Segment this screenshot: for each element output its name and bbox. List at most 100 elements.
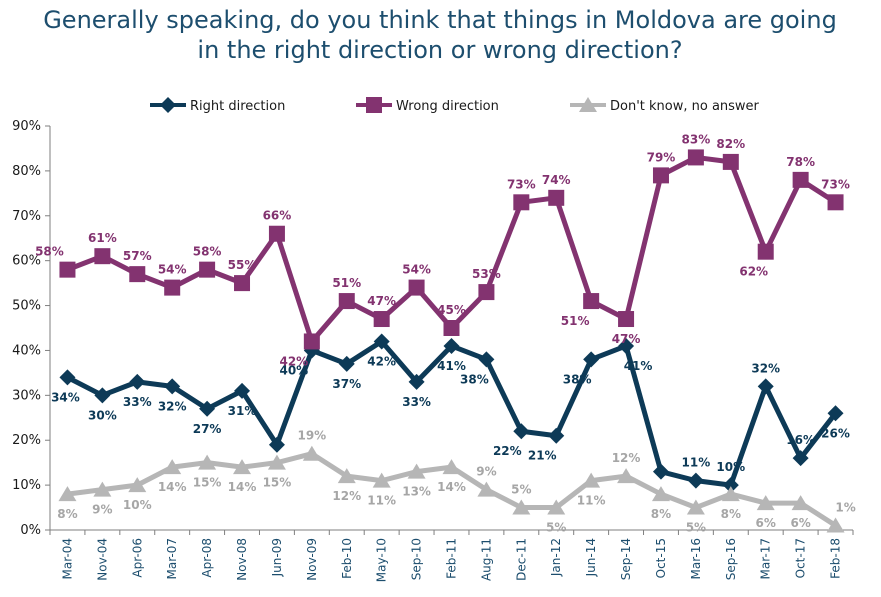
data-point (94, 248, 111, 265)
data-point (408, 279, 425, 296)
data-point (547, 499, 566, 515)
data-label: 9% (92, 503, 112, 517)
data-point (164, 378, 181, 395)
x-tick-label: Mar-04 (60, 538, 74, 579)
data-point (722, 477, 739, 494)
data-point (93, 481, 112, 497)
data-point (548, 427, 565, 444)
data-point (513, 194, 530, 211)
data-label: 51% (561, 314, 590, 328)
data-point (128, 477, 147, 493)
data-point (756, 495, 775, 511)
x-tick-label: Feb-10 (340, 538, 354, 579)
data-label: 6% (756, 516, 776, 530)
data-label: 41% (437, 359, 466, 373)
data-label: 9% (476, 465, 496, 479)
data-label: 1% (835, 501, 855, 515)
data-point (94, 387, 111, 404)
data-point (618, 311, 635, 328)
legend-swatch-marker (366, 97, 382, 113)
data-point (618, 337, 635, 354)
x-tick-label: Oct-17 (794, 538, 808, 578)
data-point (791, 495, 810, 511)
data-point (234, 382, 251, 399)
data-point (757, 378, 774, 395)
data-point (302, 445, 321, 461)
data-point (583, 351, 600, 368)
legend: Right direction Wrong direction Don't know… (150, 97, 760, 114)
data-point (478, 351, 495, 368)
data-label: 38% (460, 372, 489, 386)
data-label: 62% (739, 265, 768, 279)
data-labels: 34%30%33% 32%27%31%40%37%42%33%41%38%22% 2… (35, 132, 856, 534)
data-label: 14% (158, 480, 187, 494)
data-label: 12% (612, 451, 641, 465)
data-point (686, 499, 705, 515)
data-label: 78% (786, 155, 815, 169)
data-point (373, 311, 390, 328)
x-tick-label: Aug-11 (479, 538, 493, 581)
data-point (59, 261, 76, 278)
data-point (58, 486, 77, 502)
data-label: 61% (88, 231, 117, 245)
data-point (267, 454, 286, 470)
x-tick-label: Sep-16 (724, 538, 738, 580)
x-tick-label: Nov-09 (305, 538, 319, 581)
x-tick-label: Sep-10 (410, 538, 424, 580)
data-label: 58% (193, 245, 222, 259)
data-point (582, 472, 601, 488)
data-point (652, 167, 669, 184)
data-point (129, 266, 146, 283)
data-label: 5% (546, 521, 566, 535)
legend-label: Right direction (190, 99, 285, 114)
axes: 0% 10% 20% 30% 40% 50% 60% 70% 80% 90% Mar-04 Nov-0… (12, 119, 854, 582)
data-point (234, 275, 251, 292)
x-tick-label: Jan-12 (549, 538, 563, 577)
data-label: 30% (88, 408, 117, 422)
data-point (443, 337, 460, 354)
data-label: 42% (367, 354, 396, 368)
legend-item-1: Wrong direction (356, 97, 499, 114)
data-label: 79% (647, 150, 676, 164)
data-label: 54% (402, 263, 431, 277)
data-label: 5% (511, 483, 531, 497)
data-label: 8% (651, 507, 671, 521)
data-point (548, 189, 565, 206)
data-point (198, 454, 217, 470)
x-tick-label: Sep-14 (619, 538, 633, 580)
x-tick-label: Jun-14 (584, 538, 598, 577)
data-label: 53% (472, 267, 501, 281)
data-point (826, 517, 845, 533)
legend-item-0: Right direction (150, 97, 285, 114)
legend-label: Don't know, no answer (610, 99, 760, 114)
series-layer (58, 149, 845, 533)
x-tick-label: Dec-11 (514, 538, 528, 581)
data-point (757, 243, 774, 260)
data-point (372, 472, 391, 488)
data-label: 8% (721, 507, 741, 521)
data-label: 32% (751, 361, 780, 375)
data-point (442, 459, 461, 475)
data-label: 13% (402, 485, 431, 499)
data-point (199, 261, 216, 278)
series-1 (59, 149, 844, 350)
chart-title-line-2: in the right direction or wrong directio… (197, 36, 682, 64)
chart-title-line-1: Generally speaking, do you think that th… (43, 6, 837, 34)
x-tick-label: Oct-15 (654, 538, 668, 578)
data-label: 41% (624, 359, 653, 373)
data-label: 47% (612, 332, 641, 346)
data-point (687, 472, 704, 489)
data-point (59, 369, 76, 386)
data-point (408, 373, 425, 390)
data-point (652, 463, 669, 480)
data-label: 10% (123, 498, 152, 512)
data-label: 34% (51, 390, 80, 404)
data-label: 38% (563, 372, 592, 386)
series-2 (58, 445, 845, 533)
data-label: 33% (402, 395, 431, 409)
y-tick-label: 60% (12, 254, 41, 269)
data-point (651, 486, 670, 502)
data-label: 11% (682, 456, 711, 470)
data-label: 73% (507, 177, 536, 191)
data-point (477, 481, 496, 497)
